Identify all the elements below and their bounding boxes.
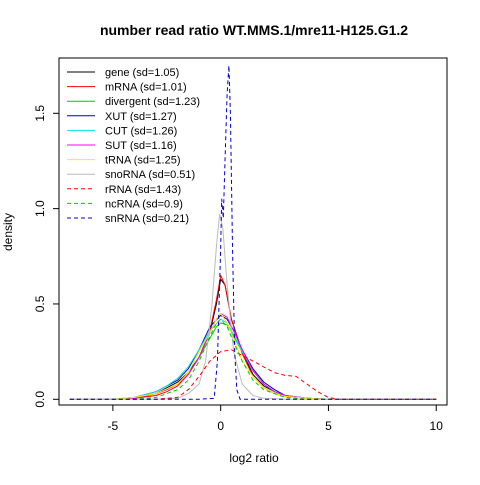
x-tick-label: 0 xyxy=(217,419,224,433)
y-axis-label: density xyxy=(1,213,15,251)
x-tick-label: 10 xyxy=(430,419,444,433)
legend-label: ncRNA (sd=0.9) xyxy=(105,198,183,210)
y-tick-label: 1.0 xyxy=(33,200,47,217)
legend-label: XUT (sd=1.27) xyxy=(105,111,177,123)
legend-label: rRNA (sd=1.43) xyxy=(105,184,181,196)
series-line-9 xyxy=(69,318,437,400)
legend-label: snoRNA (sd=0.51) xyxy=(105,169,195,181)
legend-label: SUT (sd=1.16) xyxy=(105,140,177,152)
series-line-8 xyxy=(69,349,437,400)
legend: gene (sd=1.05) mRNA (sd=1.01) divergent (s… xyxy=(67,67,200,225)
legend-label: tRNA (sd=1.25) xyxy=(105,155,181,167)
series-line-7 xyxy=(69,213,437,400)
x-axis-label: log2 ratio xyxy=(229,451,279,465)
y-axis-ticks: 0.0 0.5 1.0 1.5 xyxy=(33,105,59,408)
y-tick-label: 0.5 xyxy=(33,295,47,312)
series-line-6 xyxy=(69,313,437,400)
x-axis-ticks: -5 0 5 10 xyxy=(108,405,444,433)
legend-label: mRNA (sd=1.01) xyxy=(105,82,187,94)
plot-frame xyxy=(58,57,448,406)
legend-label: snRNA (sd=0.21) xyxy=(105,213,189,225)
legend-label: CUT (sd=1.26) xyxy=(105,125,177,137)
legend-label: divergent (sd=1.23) xyxy=(105,96,200,108)
series-line-10 xyxy=(69,65,437,400)
y-tick-label: 1.5 xyxy=(33,105,47,122)
y-tick-label: 0.0 xyxy=(33,391,47,408)
series-layer xyxy=(69,65,437,400)
chart-title: number read ratio WT.MMS.1/mre11-H125.G1… xyxy=(100,22,408,38)
x-tick-label: -5 xyxy=(108,419,119,433)
legend-label: gene (sd=1.05) xyxy=(105,67,179,79)
x-tick-label: 5 xyxy=(325,419,332,433)
